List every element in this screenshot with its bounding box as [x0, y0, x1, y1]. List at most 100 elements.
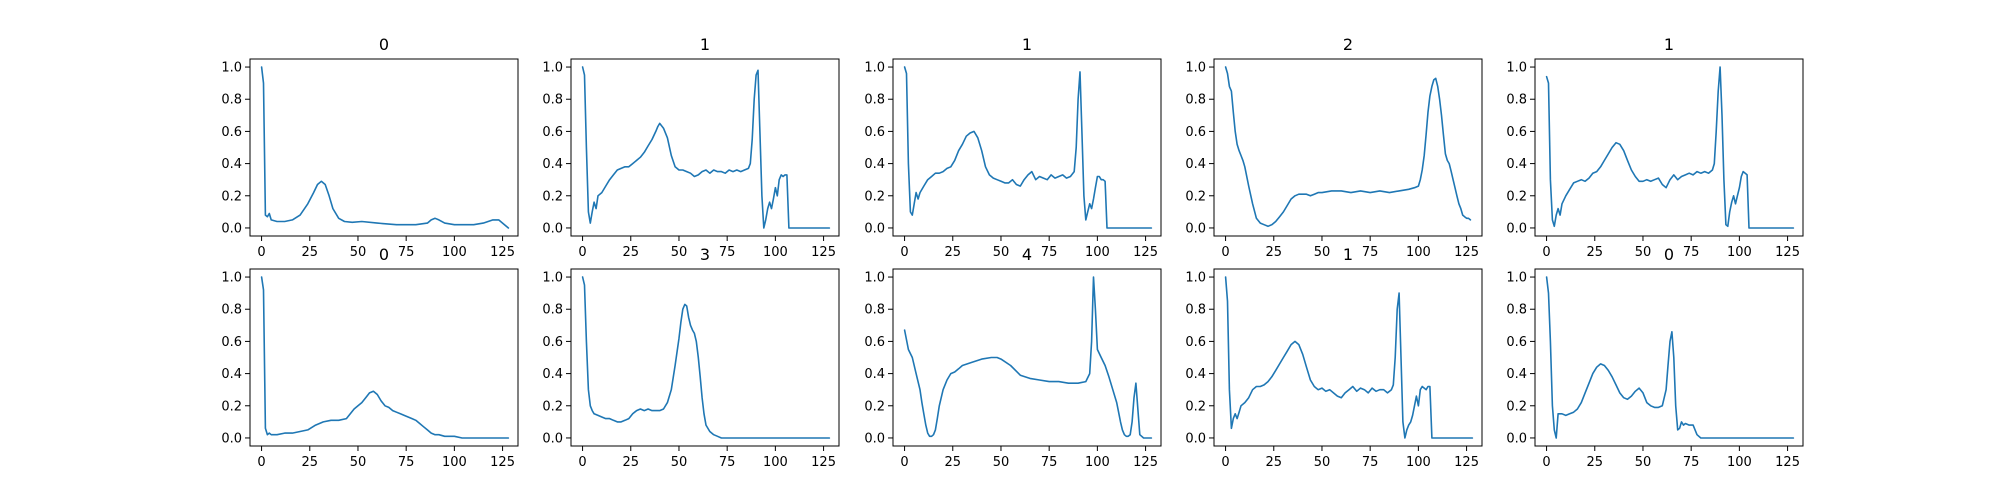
y-tick-label: 0.2 [221, 399, 242, 414]
y-tick-label: 1.0 [221, 271, 242, 286]
x-tick-label: 125 [490, 455, 515, 470]
y-tick-label: 1.0 [221, 61, 242, 76]
y-tick-label: 0.2 [1185, 399, 1206, 414]
y-tick-label: 0.8 [864, 303, 885, 318]
x-tick-label: 50 [671, 455, 688, 470]
x-tick-label: 125 [490, 245, 515, 260]
x-tick-label: 75 [1683, 455, 1700, 470]
panel-title: 1 [700, 35, 710, 54]
y-tick-label: 1.0 [542, 271, 563, 286]
x-tick-label: 75 [1041, 245, 1058, 260]
x-tick-label: 100 [1727, 245, 1752, 260]
x-tick-label: 75 [1362, 245, 1379, 260]
x-tick-label: 50 [993, 245, 1010, 260]
y-tick-label: 0.6 [1506, 125, 1527, 140]
panel-4: 1 0 25 50 75 100 125 0.0 0.2 0.4 0.6 0.8 1.0 [1506, 35, 1804, 260]
y-tick-label: 0.8 [1185, 303, 1206, 318]
y-tick-label: 0.0 [1185, 431, 1206, 446]
axes-frame [1534, 268, 1804, 447]
y-tick-label: 1.0 [1506, 61, 1527, 76]
x-tick-label: 100 [442, 245, 467, 260]
y-tick-label: 0.4 [1506, 367, 1527, 382]
y-tick-label: 0.2 [542, 189, 563, 204]
series-line [260, 276, 510, 439]
panel-6: 3 0 25 50 75 100 125 0.0 0.2 0.4 0.6 0.8 1.0 [542, 245, 840, 470]
y-tick-label: 0.4 [864, 157, 885, 172]
panel-9: 0 0 25 50 75 100 125 0.0 0.2 0.4 0.6 0.8 1.0 [1506, 245, 1804, 470]
y-tick-label: 1.0 [1185, 271, 1206, 286]
x-tick-label: 100 [1085, 455, 1110, 470]
y-tick-label: 0.6 [1185, 335, 1206, 350]
axes-frame [570, 58, 840, 237]
y-tick-label: 0.0 [221, 431, 242, 446]
x-tick-label: 125 [1133, 455, 1158, 470]
y-tick-label: 1.0 [1185, 61, 1206, 76]
x-tick-label: 125 [811, 245, 836, 260]
y-tick-label: 1.0 [864, 271, 885, 286]
y-tick-label: 1.0 [542, 61, 563, 76]
x-tick-label: 75 [1041, 455, 1058, 470]
x-tick-label: 0 [578, 245, 586, 260]
y-tick-label: 0.8 [864, 93, 885, 108]
panel-title: 2 [1343, 35, 1353, 54]
y-tick-label: 0.6 [221, 125, 242, 140]
panel-title: 1 [1343, 245, 1353, 264]
axes-frame [892, 268, 1162, 447]
y-tick-label: 0.6 [864, 335, 885, 350]
x-tick-label: 75 [398, 455, 415, 470]
y-tick-label: 0.2 [542, 399, 563, 414]
y-tick-label: 0.4 [221, 367, 242, 382]
y-tick-label: 0.2 [1506, 399, 1527, 414]
y-tick-label: 0.4 [221, 157, 242, 172]
x-tick-label: 100 [763, 245, 788, 260]
x-tick-label: 50 [671, 245, 688, 260]
y-tick-label: 0.0 [1185, 221, 1206, 236]
x-tick-label: 0 [578, 455, 586, 470]
panel-2: 1 0 25 50 75 100 125 0.0 0.2 0.4 0.6 0.8 1.0 [864, 35, 1162, 260]
y-tick-label: 0.2 [221, 189, 242, 204]
x-tick-label: 100 [1406, 455, 1431, 470]
series-line [1224, 276, 1474, 439]
y-tick-label: 0.2 [1506, 189, 1527, 204]
series-line [1545, 66, 1795, 229]
panel-title: 1 [1664, 35, 1674, 54]
x-tick-label: 50 [350, 245, 367, 260]
y-tick-label: 0.6 [542, 335, 563, 350]
x-tick-label: 25 [944, 245, 961, 260]
y-tick-label: 0.6 [542, 125, 563, 140]
axes-frame [1213, 58, 1483, 237]
x-tick-label: 100 [1406, 245, 1431, 260]
x-tick-label: 25 [1586, 455, 1603, 470]
x-tick-label: 50 [993, 455, 1010, 470]
x-tick-label: 0 [1221, 245, 1229, 260]
x-tick-label: 125 [1454, 245, 1479, 260]
y-tick-label: 0.0 [542, 431, 563, 446]
y-tick-label: 0.0 [221, 221, 242, 236]
x-tick-label: 125 [811, 455, 836, 470]
y-tick-label: 0.8 [1506, 93, 1527, 108]
x-tick-label: 0 [900, 455, 908, 470]
panel-3: 2 0 25 50 75 100 125 0.0 0.2 0.4 0.6 0.8 1.0 [1185, 35, 1483, 260]
x-tick-label: 25 [301, 455, 318, 470]
x-tick-label: 75 [398, 245, 415, 260]
series-line [1224, 66, 1472, 228]
series-line [581, 66, 831, 229]
y-tick-label: 0.2 [864, 399, 885, 414]
y-tick-label: 0.8 [542, 93, 563, 108]
y-tick-label: 0.6 [864, 125, 885, 140]
panel-0: 0 0 25 50 75 100 125 0.0 0.2 0.4 0.6 0.8 1.0 [221, 35, 519, 260]
series-line [1545, 276, 1795, 439]
y-tick-label: 0.8 [221, 303, 242, 318]
x-tick-label: 100 [763, 455, 788, 470]
y-tick-label: 0.2 [864, 189, 885, 204]
x-tick-label: 25 [622, 245, 639, 260]
axes-frame [249, 268, 519, 447]
y-tick-label: 0.8 [1506, 303, 1527, 318]
y-tick-label: 0.0 [864, 221, 885, 236]
x-tick-label: 75 [719, 245, 736, 260]
axes-frame [892, 58, 1162, 237]
y-tick-label: 1.0 [864, 61, 885, 76]
y-tick-label: 0.4 [1185, 157, 1206, 172]
series-line [581, 276, 831, 439]
